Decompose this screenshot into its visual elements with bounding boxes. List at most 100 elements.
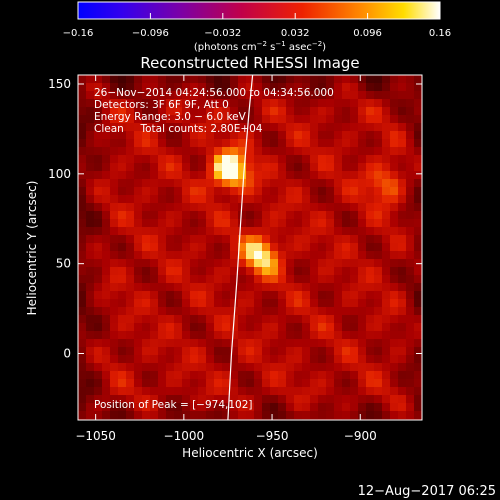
heatmap-cell: [166, 347, 174, 355]
heatmap-cell: [222, 139, 230, 147]
heatmap-cell: [286, 403, 294, 411]
heatmap-cell: [158, 379, 166, 387]
heatmap-cell: [190, 163, 198, 171]
heatmap-cell: [206, 83, 214, 91]
heatmap-cell: [214, 315, 222, 323]
heatmap-cell: [214, 139, 222, 147]
heatmap-cell: [102, 99, 110, 107]
heatmap-cell: [86, 187, 94, 195]
heatmap-cell: [262, 355, 270, 363]
heatmap-cell: [94, 195, 102, 203]
heatmap-cell: [118, 195, 126, 203]
heatmap-cell: [206, 355, 214, 363]
heatmap-cell: [294, 211, 302, 219]
heatmap-cell: [358, 323, 366, 331]
heatmap-cell: [326, 251, 334, 259]
heatmap-cell: [366, 387, 374, 395]
heatmap-cell: [414, 331, 422, 339]
heatmap-cell: [222, 259, 230, 267]
heatmap-cell: [230, 243, 238, 251]
heatmap-cell: [366, 411, 374, 419]
heatmap-cell: [206, 371, 214, 379]
heatmap-cell: [246, 211, 254, 219]
heatmap-cell: [302, 107, 310, 115]
heatmap-cell: [182, 75, 190, 83]
heatmap-cell: [246, 355, 254, 363]
heatmap-cell: [382, 403, 390, 411]
heatmap-cell: [230, 131, 238, 139]
heatmap-cell: [134, 363, 142, 371]
heatmap-cell: [374, 307, 382, 315]
heatmap-cell: [118, 235, 126, 243]
heatmap-cell: [414, 259, 422, 267]
heatmap-cell: [326, 123, 334, 131]
heatmap-cell: [246, 187, 254, 195]
heatmap-cell: [118, 355, 126, 363]
heatmap-cell: [110, 371, 118, 379]
heatmap-cell: [110, 411, 118, 419]
heatmap-cell: [270, 267, 278, 275]
heatmap-cell: [94, 227, 102, 235]
heatmap-cell: [294, 251, 302, 259]
heatmap-cell: [358, 83, 366, 91]
heatmap-cell: [286, 323, 294, 331]
heatmap-cell: [310, 411, 318, 419]
heatmap-cell: [382, 355, 390, 363]
heatmap-cell: [334, 139, 342, 147]
heatmap-cell: [358, 115, 366, 123]
heatmap-cell: [406, 211, 414, 219]
heatmap-cell: [382, 131, 390, 139]
heatmap-cell: [382, 211, 390, 219]
heatmap-cell: [270, 299, 278, 307]
heatmap-cell: [278, 115, 286, 123]
heatmap-cell: [262, 363, 270, 371]
heatmap-cell: [278, 307, 286, 315]
heatmap-cell: [366, 131, 374, 139]
heatmap-cell: [382, 163, 390, 171]
heatmap-cell: [78, 211, 86, 219]
heatmap-cell: [174, 203, 182, 211]
heatmap-cell: [206, 99, 214, 107]
heatmap-cell: [406, 219, 414, 227]
heatmap-cell: [390, 235, 398, 243]
heatmap-cell: [214, 275, 222, 283]
heatmap-cell: [358, 171, 366, 179]
heatmap-cell: [222, 123, 230, 131]
heatmap-cell: [286, 147, 294, 155]
heatmap-cell: [174, 219, 182, 227]
heatmap-cell: [342, 83, 350, 91]
heatmap-cell: [134, 403, 142, 411]
heatmap-cell: [102, 323, 110, 331]
heatmap-cell: [142, 267, 150, 275]
heatmap-cell: [86, 259, 94, 267]
heatmap-cell: [278, 123, 286, 131]
heatmap-cell: [406, 203, 414, 211]
heatmap-cell: [126, 75, 134, 83]
heatmap-cell: [126, 107, 134, 115]
heatmap-cell: [78, 347, 86, 355]
heatmap-cell: [302, 171, 310, 179]
heatmap-cell: [374, 299, 382, 307]
heatmap-cell: [150, 331, 158, 339]
heatmap-cell: [158, 171, 166, 179]
heatmap-cell: [238, 363, 246, 371]
heatmap-cell: [158, 283, 166, 291]
heatmap-cell: [86, 315, 94, 323]
heatmap-cell: [118, 163, 126, 171]
heatmap-cell: [270, 235, 278, 243]
heatmap-cell: [358, 331, 366, 339]
heatmap-cell: [310, 163, 318, 171]
heatmap-cell: [158, 155, 166, 163]
heatmap-cell: [78, 75, 86, 83]
heatmap-cell: [238, 163, 246, 171]
heatmap-cell: [254, 267, 262, 275]
heatmap-cell: [358, 91, 366, 99]
heatmap-cell: [310, 203, 318, 211]
heatmap-cell: [342, 291, 350, 299]
heatmap-cell: [390, 275, 398, 283]
heatmap-cell: [254, 75, 262, 83]
heatmap-cell: [110, 219, 118, 227]
heatmap-cell: [174, 139, 182, 147]
heatmap-cell: [342, 251, 350, 259]
heatmap-cell: [134, 83, 142, 91]
